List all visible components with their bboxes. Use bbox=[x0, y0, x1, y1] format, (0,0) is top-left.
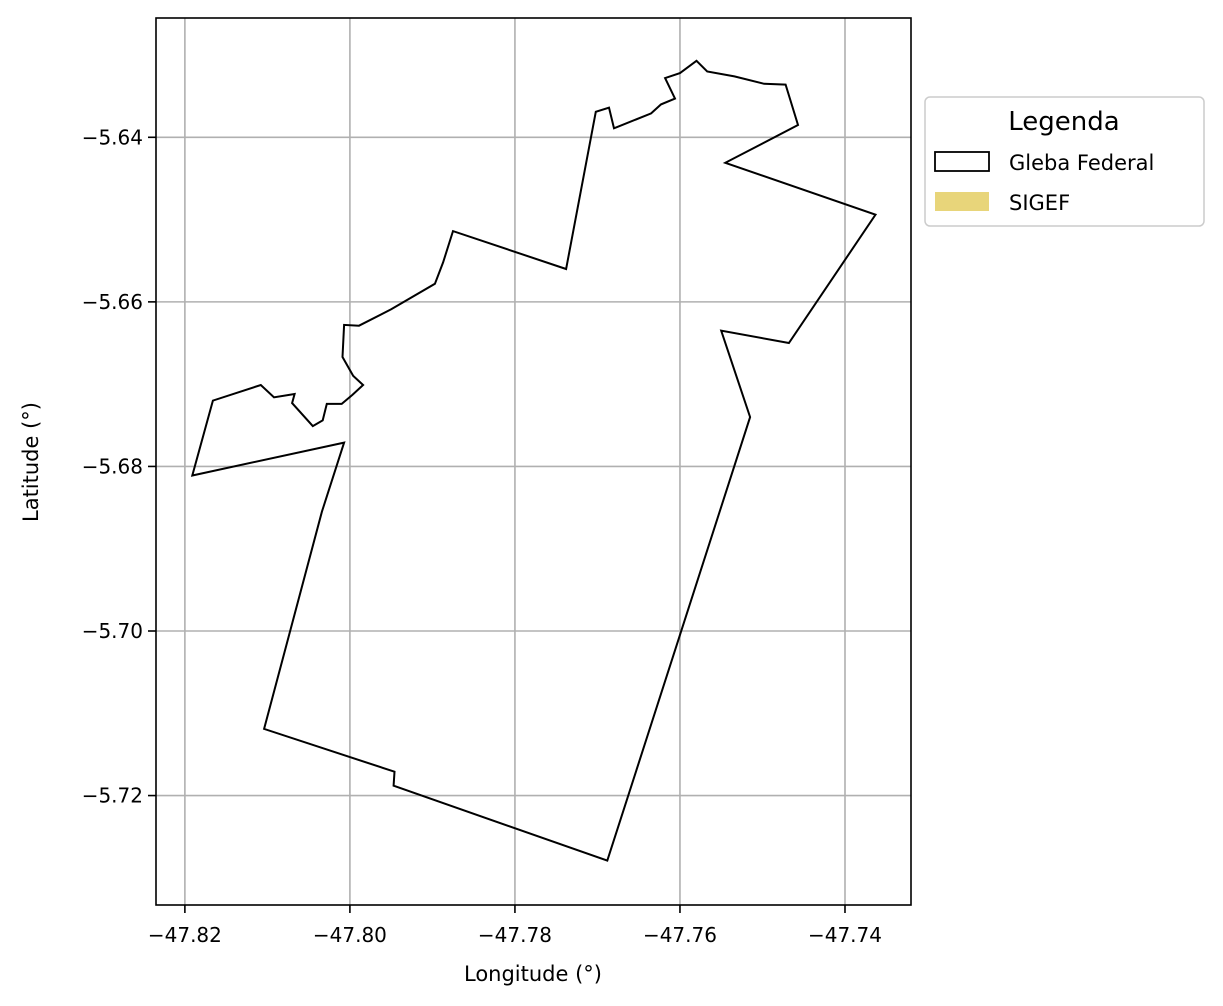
map-layers bbox=[190, 59, 878, 862]
x-tick-label: −47.80 bbox=[313, 923, 387, 947]
x-tick-label: −47.74 bbox=[808, 923, 882, 947]
gridlines bbox=[156, 18, 911, 905]
x-axis-label: Longitude (°) bbox=[464, 962, 602, 986]
plot-frame bbox=[155, 17, 912, 906]
legend: Legenda Gleba Federal SIGEF bbox=[924, 96, 1205, 227]
axis-ticks: −47.82 −47.80 −47.78 −47.76 −47.74 −5.64 −5.66… bbox=[82, 125, 882, 947]
y-tick-label: −5.70 bbox=[82, 619, 143, 643]
gleba-federal-polygon bbox=[190, 59, 878, 862]
x-tick-label: −47.82 bbox=[148, 923, 222, 947]
legend-swatch-gleba-federal bbox=[934, 151, 990, 172]
x-tick-label: −47.78 bbox=[478, 923, 552, 947]
x-tick-label: −47.76 bbox=[643, 923, 717, 947]
y-tick-label: −5.68 bbox=[82, 454, 143, 478]
y-tick-label: −5.66 bbox=[82, 290, 143, 314]
y-tick-label: −5.64 bbox=[82, 125, 143, 149]
legend-swatch-sigef bbox=[935, 192, 989, 211]
legend-label-gleba-federal: Gleba Federal bbox=[1009, 151, 1154, 175]
legend-label-sigef: SIGEF bbox=[1009, 191, 1070, 215]
legend-title: Legenda bbox=[1008, 107, 1119, 137]
y-axis-label: Latitude (°) bbox=[19, 402, 43, 522]
legend-box bbox=[924, 96, 1205, 227]
y-tick-label: −5.72 bbox=[82, 784, 143, 808]
